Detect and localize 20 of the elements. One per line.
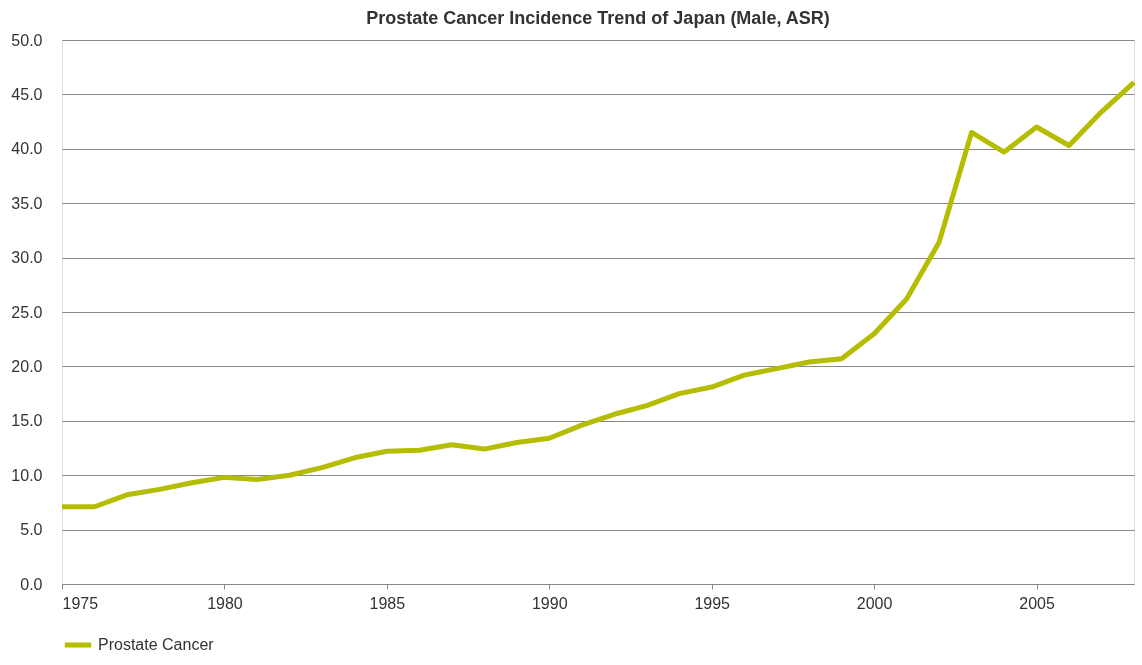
y-tick-label: 45.0	[11, 85, 43, 103]
x-tick-label: 2005	[1019, 594, 1055, 612]
x-tick-label: 1995	[694, 594, 731, 612]
y-tick-label: 0.0	[20, 575, 43, 593]
y-tick-label: 5.0	[20, 521, 43, 539]
x-tick-label: 1990	[531, 594, 568, 612]
legend-label: Prostate Cancer	[98, 636, 215, 653]
x-tick-label: 2000	[856, 594, 893, 612]
y-tick-label: 20.0	[11, 357, 43, 375]
x-tick-label: 1975	[62, 594, 99, 612]
x-tick-label: 1985	[369, 594, 406, 612]
x-tick-label: 1980	[207, 594, 243, 612]
y-tick-label: 15.0	[11, 412, 43, 430]
y-tick-label: 25.0	[11, 303, 43, 321]
chart-title: Prostate Cancer Incidence Trend of Japan (Male, ASR)	[366, 8, 830, 28]
y-tick-label: 35.0	[11, 194, 43, 212]
y-tick-label: 50.0	[11, 31, 43, 49]
y-tick-label: 10.0	[11, 466, 43, 484]
y-tick-label: 40.0	[11, 140, 43, 158]
y-tick-label: 30.0	[11, 249, 43, 267]
